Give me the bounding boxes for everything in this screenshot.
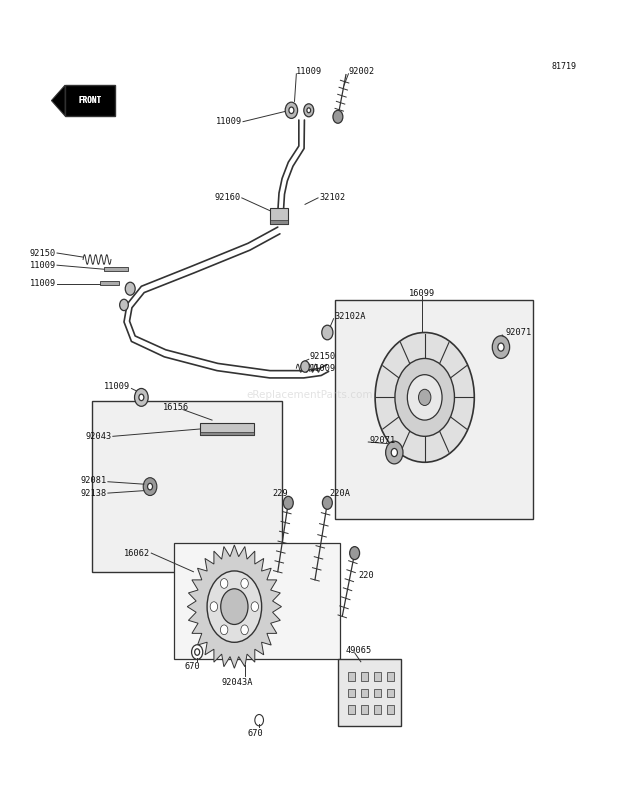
Bar (387, 705, 394, 714)
Text: 11009: 11009 (296, 67, 322, 76)
Text: eReplacementParts.com: eReplacementParts.com (247, 390, 373, 400)
Polygon shape (92, 401, 282, 572)
Circle shape (418, 389, 431, 406)
Bar (100, 281, 119, 285)
Circle shape (220, 578, 228, 588)
Bar (348, 689, 355, 697)
Text: 92002: 92002 (348, 67, 374, 76)
Bar (200, 432, 254, 435)
Text: 16156: 16156 (162, 402, 188, 412)
Polygon shape (174, 543, 340, 659)
Circle shape (220, 625, 228, 635)
Circle shape (289, 107, 294, 114)
Bar (387, 672, 394, 681)
Circle shape (350, 547, 360, 560)
Circle shape (148, 483, 153, 490)
Text: 16099: 16099 (409, 289, 435, 298)
Bar (361, 705, 368, 714)
FancyBboxPatch shape (338, 659, 401, 726)
Text: 49065: 49065 (346, 646, 372, 655)
Circle shape (492, 336, 510, 358)
Circle shape (322, 325, 333, 340)
Text: 220: 220 (358, 571, 374, 581)
Text: 16062: 16062 (124, 548, 150, 558)
Text: 92081: 92081 (81, 475, 107, 485)
Circle shape (375, 333, 474, 462)
Text: 229: 229 (272, 488, 288, 498)
Circle shape (139, 394, 144, 401)
Circle shape (283, 496, 293, 509)
Bar (348, 705, 355, 714)
Polygon shape (51, 85, 65, 116)
Text: 92071: 92071 (505, 328, 531, 337)
Circle shape (407, 375, 442, 420)
Bar (374, 672, 381, 681)
Polygon shape (187, 545, 281, 668)
Circle shape (301, 361, 309, 372)
Circle shape (135, 388, 148, 406)
Circle shape (210, 602, 218, 611)
Text: 670: 670 (184, 662, 200, 672)
Polygon shape (335, 300, 533, 519)
Text: 92160: 92160 (215, 193, 241, 203)
Bar (270, 208, 288, 224)
Text: 92150: 92150 (310, 352, 336, 362)
Text: 92150: 92150 (30, 248, 56, 258)
Circle shape (207, 571, 262, 642)
Circle shape (241, 625, 248, 635)
Text: 11009: 11009 (216, 117, 242, 127)
Circle shape (386, 441, 403, 464)
Bar (361, 672, 368, 681)
Circle shape (143, 478, 157, 496)
Text: 11009: 11009 (30, 279, 56, 289)
Bar (200, 423, 254, 435)
Bar (104, 267, 128, 271)
Text: 11009: 11009 (30, 260, 56, 270)
Circle shape (241, 578, 248, 588)
Text: 32102A: 32102A (335, 311, 366, 321)
Text: 220A: 220A (330, 488, 351, 498)
Text: FRONT: FRONT (78, 96, 102, 105)
Circle shape (120, 299, 128, 311)
Bar (270, 220, 288, 224)
Circle shape (304, 104, 314, 117)
Bar (348, 672, 355, 681)
Circle shape (333, 110, 343, 123)
Circle shape (322, 496, 332, 509)
Text: 92043A: 92043A (221, 678, 252, 688)
Text: FRONT: FRONT (78, 96, 102, 105)
Circle shape (221, 589, 248, 624)
Text: 92138: 92138 (81, 488, 107, 498)
Circle shape (251, 602, 259, 611)
Bar (361, 689, 368, 697)
Circle shape (498, 343, 504, 351)
Circle shape (395, 358, 454, 436)
Circle shape (391, 448, 397, 457)
Circle shape (285, 102, 298, 118)
Bar (374, 689, 381, 697)
Circle shape (195, 649, 200, 655)
Bar (387, 689, 394, 697)
Circle shape (307, 108, 311, 113)
Text: 11009: 11009 (104, 381, 130, 391)
Text: 32102: 32102 (319, 193, 345, 203)
Bar (374, 705, 381, 714)
Text: 670: 670 (247, 728, 264, 738)
Text: 81719: 81719 (552, 62, 577, 71)
Circle shape (255, 714, 264, 726)
Circle shape (125, 282, 135, 295)
Text: 11009: 11009 (310, 363, 336, 373)
Text: 92043: 92043 (86, 431, 112, 441)
Bar (65, 85, 115, 116)
Circle shape (192, 645, 203, 659)
Text: 92071: 92071 (370, 436, 396, 445)
